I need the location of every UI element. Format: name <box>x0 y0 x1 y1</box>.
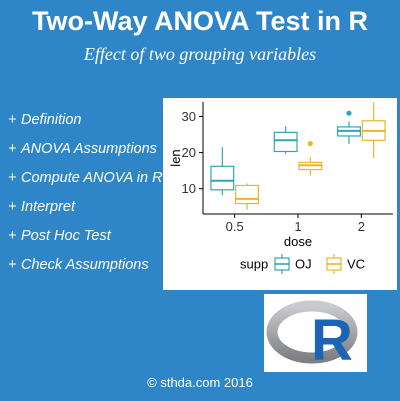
boxplot-chart: 10 20 30 0.5 1 2 dose len supp OJ VC <box>168 102 393 274</box>
x-tick-label: 2 <box>358 219 365 234</box>
box-oj <box>273 131 298 153</box>
x-tick-label: 0.5 <box>226 219 244 234</box>
plus-icon: + <box>8 199 17 215</box>
legend-label-vc: VC <box>347 257 365 272</box>
menu-item-label: ANOVA Assumptions <box>21 141 157 157</box>
y-tick-label: 20 <box>182 145 196 160</box>
menu-item-label: Check Assumptions <box>21 257 149 273</box>
menu-item-label: Interpret <box>21 199 75 215</box>
boxplot-panel: 10 20 30 0.5 1 2 dose len supp OJ VC <box>163 98 397 290</box>
plus-icon: + <box>8 141 17 157</box>
menu-item-label: Compute ANOVA in R <box>21 170 163 186</box>
x-tick-label: 1 <box>294 219 301 234</box>
plus-icon: + <box>8 257 17 273</box>
plus-icon: + <box>8 170 17 186</box>
page-subtitle: Effect of two grouping variables <box>83 44 317 64</box>
topic-menu: + Definition + ANOVA Assumptions + Compute … <box>8 110 173 284</box>
copyright-text: © sthda.com 2016 <box>147 375 253 390</box>
menu-item-compute-anova[interactable]: + Compute ANOVA in R <box>8 168 173 197</box>
r-logo-ring <box>266 300 358 364</box>
legend-title: supp <box>240 257 268 272</box>
menu-item-anova-assumptions[interactable]: + ANOVA Assumptions <box>8 139 173 168</box>
menu-item-interpret[interactable]: + Interpret <box>8 197 173 226</box>
y-tick-label: 10 <box>182 181 196 196</box>
plus-icon: + <box>8 228 17 244</box>
box-vc <box>235 184 259 205</box>
y-tick-label: 30 <box>182 109 196 124</box>
menu-item-label: Definition <box>21 112 82 128</box>
menu-item-definition[interactable]: + Definition <box>8 110 173 139</box>
plus-icon: + <box>8 112 17 128</box>
outlier-point <box>346 110 352 116</box>
menu-item-check-assumptions[interactable]: + Check Assumptions <box>8 255 173 284</box>
page-title: Two-Way ANOVA Test in R <box>32 6 368 36</box>
menu-item-label: Post Hoc Test <box>21 228 111 244</box>
r-logo-icon: R <box>266 300 358 373</box>
menu-item-post-hoc-test[interactable]: + Post Hoc Test <box>8 226 173 255</box>
x-axis-title: dose <box>284 234 312 249</box>
r-logo-letter: R <box>311 308 353 372</box>
outlier-point <box>307 140 313 147</box>
r-logo: R <box>264 294 367 373</box>
legend-label-oj: OJ <box>295 257 312 272</box>
y-axis-title: len <box>168 149 183 166</box>
box-oj <box>210 165 235 191</box>
